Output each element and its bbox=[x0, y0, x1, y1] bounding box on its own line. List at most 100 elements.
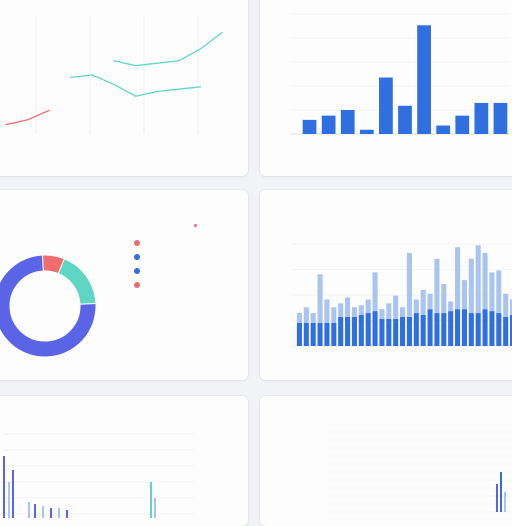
stacked-bar-top bbox=[461, 280, 467, 310]
donut-chart bbox=[0, 254, 97, 358]
stacked-bar-top bbox=[510, 299, 512, 315]
stacked-bar-top bbox=[296, 313, 302, 323]
stacked-bar-top bbox=[393, 295, 399, 319]
stacked-bar-base bbox=[331, 322, 337, 346]
stacked-bar-top bbox=[420, 289, 426, 315]
stacked-bar-base bbox=[386, 318, 392, 346]
bottom-right-chart bbox=[330, 431, 510, 513]
donut-slice bbox=[57, 258, 97, 305]
stacked-bar-base bbox=[482, 309, 488, 346]
donut-slice bbox=[0, 254, 97, 358]
stacked-bar-top bbox=[365, 299, 371, 314]
stacked-bar-top bbox=[468, 258, 474, 314]
stacked-bar-base bbox=[303, 322, 309, 346]
line-series-2 bbox=[70, 74, 202, 97]
legend-swatch bbox=[134, 268, 140, 274]
legend-item bbox=[194, 224, 201, 227]
line-chart bbox=[5, 16, 223, 134]
stacked-bar-base bbox=[455, 309, 461, 346]
stacked-bar-base bbox=[358, 314, 364, 346]
stacked-bar-top bbox=[503, 293, 509, 317]
bar bbox=[150, 482, 152, 518]
bar bbox=[28, 502, 30, 518]
stacked-bar-top bbox=[406, 252, 412, 317]
bar bbox=[50, 508, 52, 518]
bar-chart-card bbox=[260, 0, 512, 176]
stacked-bar-base bbox=[345, 316, 351, 346]
bar bbox=[154, 498, 156, 518]
bar bbox=[455, 115, 470, 134]
bar bbox=[474, 102, 489, 134]
stacked-bar-base bbox=[365, 313, 371, 346]
stacked-bar-base bbox=[434, 313, 440, 346]
line-chart-card bbox=[0, 0, 248, 176]
stacked-bar-top bbox=[413, 299, 419, 314]
stacked-bar-base bbox=[503, 316, 509, 346]
stacked-bar-top bbox=[455, 247, 461, 310]
stacked-bar-base bbox=[296, 322, 302, 346]
legend-swatch bbox=[134, 282, 140, 288]
stacked-bar-top bbox=[317, 274, 323, 323]
stacked-bar-base bbox=[379, 318, 385, 346]
stacked-bar-base bbox=[351, 316, 357, 346]
stacked-bar-base bbox=[461, 309, 467, 346]
bar bbox=[500, 472, 502, 512]
bar bbox=[34, 504, 36, 518]
stacked-bar-top bbox=[303, 307, 309, 323]
stacked-bar-top bbox=[434, 258, 440, 314]
stacked-bar-base bbox=[510, 314, 512, 346]
bar bbox=[496, 484, 498, 512]
bar bbox=[42, 506, 44, 518]
stacked-bar-base bbox=[427, 309, 433, 346]
bar bbox=[12, 470, 14, 518]
stacked-bar-base bbox=[489, 311, 495, 346]
bar bbox=[398, 105, 412, 134]
stacked-bar-card bbox=[260, 190, 512, 380]
bar bbox=[504, 492, 506, 512]
bar bbox=[417, 25, 431, 135]
line-series-1 bbox=[113, 31, 223, 67]
stacked-bar-base bbox=[496, 313, 502, 346]
stacked-bar-base bbox=[441, 313, 447, 346]
stacked-bar-top bbox=[496, 270, 502, 314]
stacked-bar-top bbox=[379, 309, 385, 319]
stacked-bar-base bbox=[317, 322, 323, 346]
bar bbox=[340, 110, 355, 134]
legend-swatch bbox=[134, 254, 140, 260]
bar bbox=[8, 482, 10, 518]
stacked-bar-top bbox=[345, 297, 351, 317]
stacked-bar-base bbox=[338, 316, 344, 346]
stacked-bar-top bbox=[427, 293, 433, 310]
bar bbox=[66, 510, 68, 518]
bar-chart bbox=[290, 13, 510, 135]
stacked-bar-top bbox=[441, 283, 447, 314]
donut-chart-card bbox=[0, 190, 248, 380]
stacked-bar-top bbox=[448, 301, 454, 312]
bar bbox=[302, 119, 317, 134]
stacked-bar-top bbox=[400, 307, 406, 317]
bar bbox=[359, 129, 374, 134]
bar bbox=[321, 115, 336, 134]
stacked-bar-base bbox=[475, 313, 481, 346]
stacked-bar-top bbox=[324, 299, 330, 323]
stacked-bar-base bbox=[448, 311, 454, 346]
bottom-left-card bbox=[0, 396, 248, 526]
stacked-bar-top bbox=[331, 307, 337, 323]
stacked-bar-base bbox=[420, 314, 426, 346]
legend-item bbox=[134, 240, 144, 246]
stacked-bar-base bbox=[324, 322, 330, 346]
bar bbox=[379, 77, 393, 134]
legend-item bbox=[134, 268, 144, 274]
stacked-bar-base bbox=[310, 322, 316, 346]
stacked-bar-top bbox=[475, 245, 481, 314]
stacked-bar-top bbox=[386, 303, 392, 319]
stacked-bar-base bbox=[400, 316, 406, 346]
bar bbox=[436, 125, 451, 134]
bottom-left-chart bbox=[3, 433, 194, 518]
stacked-bar-top bbox=[489, 272, 495, 312]
stacked-bar-top bbox=[358, 305, 364, 315]
bar bbox=[58, 508, 60, 518]
stacked-bar-top bbox=[372, 272, 378, 312]
stacked-bar-base bbox=[413, 313, 419, 346]
legend-item bbox=[134, 282, 144, 288]
